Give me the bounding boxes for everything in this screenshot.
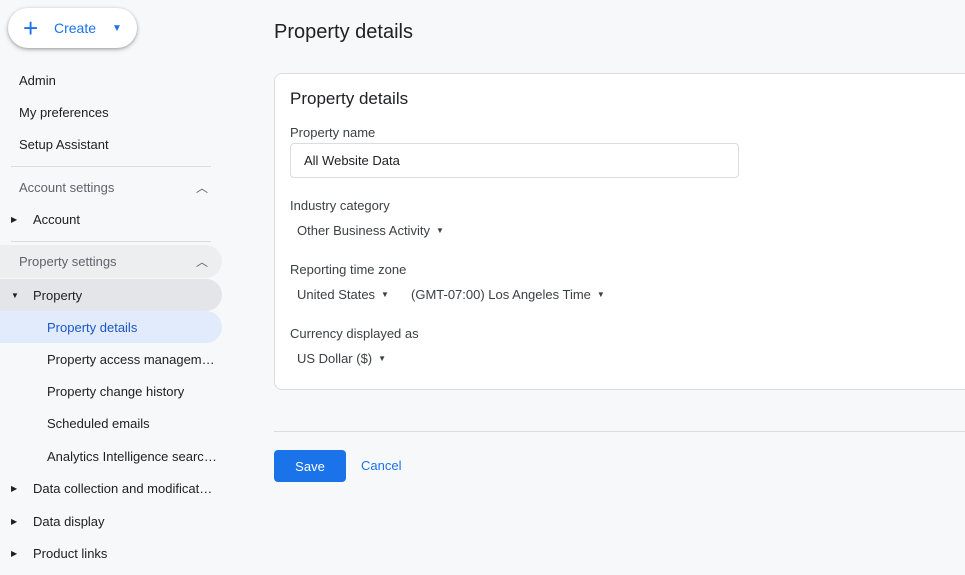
property-name-label: Property name [290,125,376,140]
account-settings-header[interactable]: Account settings ︿ [19,179,208,195]
page-title: Property details [274,21,413,43]
chevron-up-icon: ︿ [195,255,208,269]
sidebar-item-product-links[interactable]: ▶ Product links [11,545,108,561]
caret-down-icon: ▼ [435,226,444,235]
caret-down-icon: ▼ [596,290,605,299]
industry-category-dropdown[interactable]: Other Business Activity ▼ [297,223,444,238]
sidebar-item-analytics-intelligence[interactable]: Analytics Intelligence search history [47,448,217,464]
timezone-dropdown[interactable]: (GMT-07:00) Los Angeles Time ▼ [411,287,605,302]
create-button[interactable]: + Create ▼ [8,8,137,48]
sidebar-item-property-change-history[interactable]: Property change history [47,383,185,399]
sidebar-item-property-access-management[interactable]: Property access management [47,351,217,367]
sidebar-item-property-details[interactable]: Property details [0,311,222,343]
save-button[interactable]: Save [274,450,346,482]
caret-right-icon: ▶ [11,483,18,493]
sidebar-item-my-preferences[interactable]: My preferences [19,104,109,120]
caret-right-icon: ▶ [11,548,18,558]
caret-down-icon: ▼ [381,290,389,299]
property-details-card [274,73,965,390]
card-title: Property details [290,89,409,108]
sidebar-item-data-collection[interactable]: ▶ Data collection and modification [11,480,215,496]
divider [11,241,211,242]
currency-label: Currency displayed as [290,326,419,341]
timezone-label: Reporting time zone [290,262,407,277]
caret-right-icon: ▶ [11,214,18,224]
divider [11,166,211,167]
property-name-input[interactable]: All Website Data [290,143,739,178]
sidebar-item-property[interactable]: ▼ Property [0,279,222,311]
cancel-button[interactable]: Cancel [361,458,402,473]
sidebar-item-scheduled-emails[interactable]: Scheduled emails [47,415,150,431]
industry-category-label: Industry category [290,198,390,213]
sidebar-item-admin[interactable]: Admin [19,72,56,88]
country-dropdown[interactable]: United States ▼ [297,287,389,302]
caret-down-icon: ▼ [378,354,387,363]
plus-icon: + [23,13,39,43]
caret-down-icon: ▼ [11,290,19,300]
sidebar-item-account[interactable]: ▶ Account [11,211,80,227]
divider [274,431,965,432]
chevron-up-icon: ︿ [195,180,208,195]
sidebar-item-data-display[interactable]: ▶ Data display [11,513,105,529]
caret-right-icon: ▶ [11,516,18,526]
caret-down-icon: ▼ [112,22,122,34]
currency-dropdown[interactable]: US Dollar ($) ▼ [297,351,387,366]
property-settings-header[interactable]: Property settings ︿ [0,245,222,278]
sidebar-item-setup-assistant[interactable]: Setup Assistant [19,136,109,152]
